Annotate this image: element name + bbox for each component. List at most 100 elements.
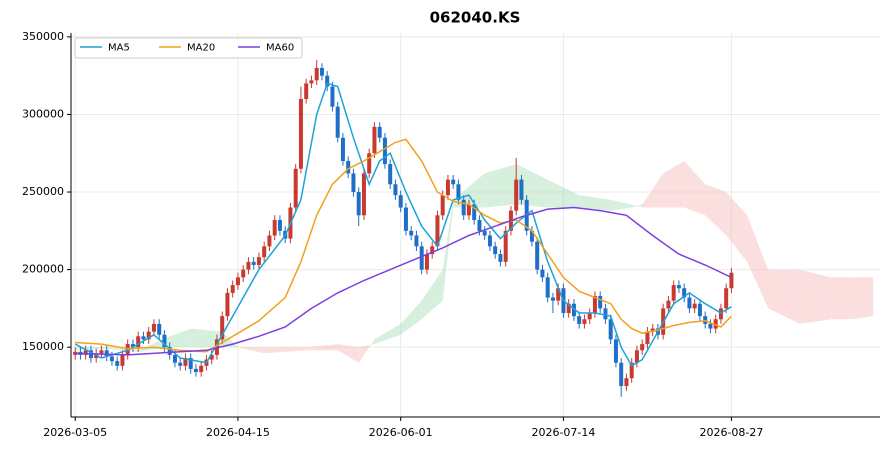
candle-body (692, 303, 697, 309)
candle-body (645, 331, 650, 345)
x-tick-label: 2026-04-15 (206, 426, 270, 439)
ma-line (75, 206, 732, 356)
candle-body (440, 195, 445, 216)
x-tick-label: 2026-03-05 (43, 426, 107, 439)
candle-body (461, 199, 466, 216)
ma-lines (74, 82, 732, 367)
candle-body (445, 179, 450, 196)
candle-body (550, 297, 555, 301)
candle-body (671, 285, 676, 301)
candle-body (592, 295, 597, 314)
candle-body (519, 179, 524, 200)
candle-body (545, 277, 550, 298)
candle-body (687, 297, 692, 309)
candle-body (640, 344, 645, 351)
candle-body (256, 257, 261, 265)
candle-body (361, 173, 366, 216)
candle-body (151, 323, 156, 332)
candle-body (183, 358, 188, 366)
candle-body (629, 362, 634, 379)
candle-body (293, 168, 298, 208)
candle-body (325, 75, 330, 87)
cloud-segment (453, 173, 485, 208)
axes-labels: 150000 200000 250000 300000 350000 2026-03-05… (22, 30, 763, 439)
candle-body (162, 334, 167, 348)
cloud-segment (705, 184, 727, 236)
candle-body (477, 219, 482, 231)
cloud-segment (610, 199, 632, 211)
x-tick-label: 2026-07-14 (531, 426, 595, 439)
candle-body (267, 235, 272, 247)
y-tick-label: 200000 (22, 263, 64, 276)
cloud-segment (747, 215, 769, 309)
candle-body (613, 339, 618, 363)
candle-body (582, 319, 587, 324)
candle-body (682, 288, 687, 298)
candle-body (309, 80, 314, 84)
candle-body (356, 192, 361, 216)
candle-body (619, 362, 624, 386)
candle-body (556, 288, 561, 301)
candle-body (372, 126, 377, 154)
candle-body (403, 207, 408, 231)
cloud-segment (106, 347, 139, 352)
candle-body (346, 161, 351, 174)
candle-body (220, 316, 225, 340)
legend: MA5 MA20 MA60 (74, 37, 303, 59)
cloud-segment (358, 339, 375, 363)
candle-body (529, 230, 534, 242)
candle-body (120, 354, 125, 366)
candle-body (167, 347, 172, 355)
candle-body (141, 336, 146, 340)
candle-body (535, 241, 540, 270)
legend-label: MA5 (108, 43, 130, 54)
chart-title: 062040.KS (430, 9, 521, 27)
cloud-segment (421, 269, 443, 320)
candle-body (487, 235, 492, 247)
candle-body (514, 179, 519, 211)
candle-body (330, 86, 335, 107)
candle-body (377, 126, 382, 138)
candle-body (193, 368, 198, 373)
cloud-segment (768, 269, 800, 324)
legend-label: MA20 (187, 43, 215, 54)
candle-body (424, 254, 429, 270)
cloud-segment (516, 164, 548, 208)
candle-body (157, 323, 162, 335)
y-tick-label: 250000 (22, 185, 64, 198)
cloud-segment (726, 192, 748, 262)
candle-body (708, 323, 713, 329)
candle-body (199, 365, 204, 373)
y-tick-label: 300000 (22, 107, 64, 120)
y-tick-label: 350000 (22, 30, 64, 43)
candle-body (503, 230, 508, 262)
cloud-segment (400, 300, 422, 335)
cloud-segment (306, 344, 338, 351)
ma-line (74, 82, 732, 367)
candle-body (272, 219, 277, 236)
candle-body (498, 254, 503, 262)
candle-body (209, 354, 214, 360)
candle-body (650, 328, 655, 332)
candle-body (608, 319, 613, 340)
candle-body (367, 153, 372, 174)
cloud-segment (852, 277, 874, 320)
candle-body (482, 230, 487, 236)
cloud-segment (684, 161, 706, 216)
candle-body (540, 269, 545, 278)
x-tick-label: 2026-08-27 (699, 426, 763, 439)
candle-body (414, 235, 419, 247)
candle-body (130, 344, 135, 348)
candle-body (624, 378, 629, 386)
candle-body (713, 319, 718, 329)
candle-body (598, 295, 603, 309)
candle-body (466, 204, 471, 216)
candle-body (246, 261, 251, 270)
candle-body (472, 204, 477, 220)
candle-body (666, 300, 671, 309)
candle-body (398, 195, 403, 208)
candle-body (277, 219, 282, 231)
candle-body (587, 313, 592, 320)
cloud-segment (484, 164, 517, 208)
